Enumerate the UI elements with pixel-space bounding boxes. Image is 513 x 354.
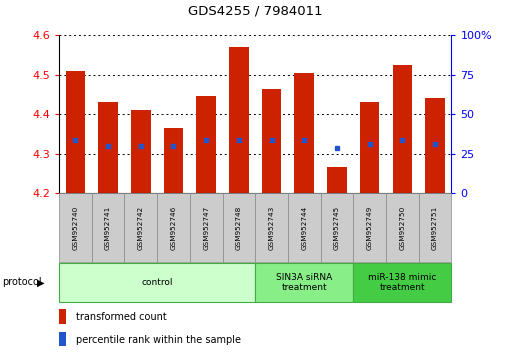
Text: GSM952747: GSM952747 <box>203 205 209 250</box>
Bar <box>157 193 190 262</box>
Text: GSM952740: GSM952740 <box>72 205 78 250</box>
Text: GSM952745: GSM952745 <box>334 205 340 250</box>
Text: GSM952751: GSM952751 <box>432 205 438 250</box>
Bar <box>59 193 92 262</box>
Bar <box>262 88 281 193</box>
Bar <box>223 193 255 262</box>
Bar <box>124 193 157 262</box>
Bar <box>92 193 125 262</box>
Text: SIN3A siRNA
treatment: SIN3A siRNA treatment <box>276 273 332 292</box>
Text: GSM952742: GSM952742 <box>138 205 144 250</box>
Bar <box>294 73 314 193</box>
Text: GSM952746: GSM952746 <box>170 205 176 250</box>
Bar <box>353 193 386 262</box>
Bar <box>229 47 249 193</box>
Bar <box>131 110 150 193</box>
Text: GSM952741: GSM952741 <box>105 205 111 250</box>
Text: control: control <box>142 278 173 287</box>
Bar <box>288 193 321 262</box>
Text: percentile rank within the sample: percentile rank within the sample <box>76 335 241 345</box>
Text: GSM952743: GSM952743 <box>269 205 274 250</box>
Text: GSM952749: GSM952749 <box>367 205 372 250</box>
Bar <box>327 167 347 193</box>
Text: GDS4255 / 7984011: GDS4255 / 7984011 <box>188 5 323 18</box>
Text: transformed count: transformed count <box>76 312 167 322</box>
Bar <box>386 193 419 262</box>
Text: GSM952748: GSM952748 <box>236 205 242 250</box>
Bar <box>66 71 85 193</box>
Text: protocol: protocol <box>3 277 42 287</box>
Bar <box>59 309 66 324</box>
Bar <box>392 65 412 193</box>
Bar <box>59 263 255 302</box>
Bar <box>360 102 380 193</box>
Bar <box>190 193 223 262</box>
Bar <box>196 96 216 193</box>
Text: ▶: ▶ <box>37 277 45 287</box>
Bar <box>419 193 451 262</box>
Bar <box>353 263 451 302</box>
Text: miR-138 mimic
treatment: miR-138 mimic treatment <box>368 273 437 292</box>
Text: GSM952744: GSM952744 <box>301 205 307 250</box>
Bar <box>164 128 183 193</box>
Text: GSM952750: GSM952750 <box>400 205 405 250</box>
Bar <box>59 332 66 346</box>
Bar <box>425 98 445 193</box>
Bar <box>255 193 288 262</box>
Bar <box>98 102 118 193</box>
Bar <box>321 193 353 262</box>
Bar <box>255 263 353 302</box>
